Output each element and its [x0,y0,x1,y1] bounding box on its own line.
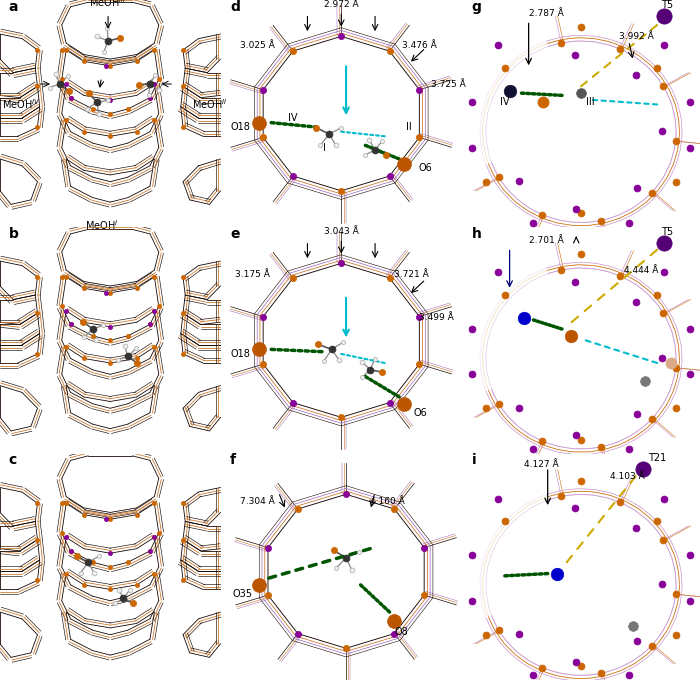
Text: II: II [406,122,412,132]
Text: 3.025 Å: 3.025 Å [240,41,274,50]
Text: MeOH$^{I}$: MeOH$^{I}$ [85,218,118,232]
Text: 4.127 Å: 4.127 Å [524,460,559,469]
Text: III: III [586,97,594,107]
Text: 3.725 Å: 3.725 Å [430,80,466,88]
Text: e: e [230,227,239,241]
Text: T5: T5 [661,0,673,10]
Text: 4.160 Å: 4.160 Å [370,496,405,506]
Text: c: c [9,454,17,467]
Text: MeOH$^{IV}$: MeOH$^{IV}$ [2,97,41,112]
Text: 3.721 Å: 3.721 Å [394,270,429,279]
Text: a: a [9,0,18,14]
Text: O8: O8 [394,628,408,637]
Text: O18: O18 [230,349,250,359]
Text: O18: O18 [230,122,250,132]
Text: I: I [323,143,326,152]
Text: 3.992 Å: 3.992 Å [619,32,654,41]
Text: O6: O6 [414,408,428,418]
Text: 3.175 Å: 3.175 Å [235,270,270,279]
Text: g: g [472,0,482,14]
Text: 2.787 Å: 2.787 Å [528,9,564,18]
Text: T21: T21 [648,453,666,463]
Text: i: i [472,454,476,467]
Text: h: h [472,227,482,241]
Text: f: f [230,454,236,467]
Text: O35: O35 [232,589,253,599]
Text: 3.043 Å: 3.043 Å [324,227,358,236]
Text: b: b [9,227,19,241]
Text: d: d [230,0,240,14]
Text: 3.476 Å: 3.476 Å [402,41,436,50]
Text: MeOH$^{III}$: MeOH$^{III}$ [90,0,127,9]
Text: 7.304 Å: 7.304 Å [240,496,274,506]
Text: IV: IV [500,97,510,107]
Text: 4.103 Å: 4.103 Å [610,472,644,481]
Text: O6: O6 [419,163,433,173]
Text: 3.499 Å: 3.499 Å [419,313,454,322]
Text: MeOH$^{II}$: MeOH$^{II}$ [192,97,228,112]
Text: IV: IV [288,113,298,123]
Text: T5: T5 [661,226,673,237]
Text: 2.972 Å: 2.972 Å [324,0,358,9]
Text: 4.444 Å: 4.444 Å [624,266,658,275]
Text: 2.701 Å: 2.701 Å [528,236,564,245]
